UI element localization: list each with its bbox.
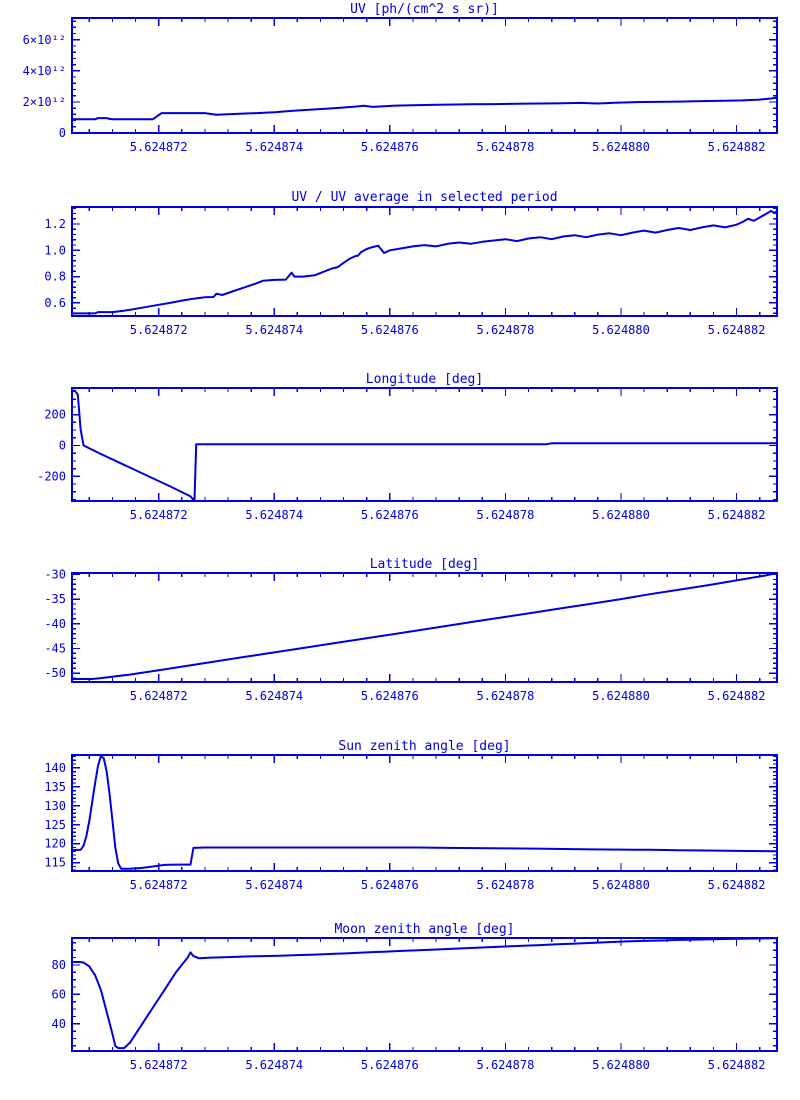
x-tick-label: 5.624874 xyxy=(245,323,303,337)
axis-ticks xyxy=(72,938,777,1051)
axis-ticks xyxy=(72,573,777,682)
x-tick-label: 5.624872 xyxy=(130,689,188,703)
y-tick-label: 115 xyxy=(44,856,66,870)
x-tick-label: 5.624880 xyxy=(592,508,650,522)
y-tick-label: -50 xyxy=(44,666,66,680)
axis-frame xyxy=(71,572,778,683)
axis-ticks xyxy=(72,388,777,501)
axis-frame xyxy=(71,17,778,134)
x-tick-label: 5.624878 xyxy=(477,508,535,522)
y-tick-label: 0.6 xyxy=(44,296,66,310)
axis-frame xyxy=(71,387,778,502)
x-tick-label: 5.624876 xyxy=(361,323,419,337)
x-tick-label: 5.624880 xyxy=(592,1058,650,1072)
y-tick-label: -40 xyxy=(44,617,66,631)
x-tick-label: 5.624876 xyxy=(361,140,419,154)
data-line xyxy=(72,572,778,680)
chart-title-moon-zenith-angle: Moon zenith angle [deg] xyxy=(334,922,515,937)
chart-latitude: 5.624872 5.624874 5.624876 5.624878 5.624880… xyxy=(44,567,778,703)
x-tick-label: 5.624872 xyxy=(130,140,188,154)
y-tick-label: 0.8 xyxy=(44,270,66,284)
y-tick-label: 2×10¹² xyxy=(23,95,66,109)
axis-frame xyxy=(71,206,778,317)
x-tick-label: 5.624878 xyxy=(477,1058,535,1072)
data-line xyxy=(72,96,778,121)
y-tick-label: 125 xyxy=(44,818,66,832)
y-tick-label: 60 xyxy=(52,987,66,1001)
y-tick-label: 40 xyxy=(52,1017,66,1031)
y-tick-label: 6×10¹² xyxy=(23,33,66,47)
y-tick-label: 4×10¹² xyxy=(23,64,66,78)
y-tick-label: 135 xyxy=(44,780,66,794)
y-tick-label: 200 xyxy=(44,408,66,422)
data-line xyxy=(71,754,778,870)
axis-frame xyxy=(71,937,778,1052)
y-tick-label: -30 xyxy=(44,567,66,581)
x-tick-label: 5.624882 xyxy=(708,689,766,703)
y-tick-label: 0 xyxy=(59,126,66,140)
x-tick-label: 5.624872 xyxy=(130,508,188,522)
x-tick-label: 5.624872 xyxy=(130,323,188,337)
x-tick-label: 5.624878 xyxy=(477,323,535,337)
data-line xyxy=(72,389,777,501)
chart-uv-ratio: 5.624872 5.624874 5.624876 5.624878 5.624880… xyxy=(44,206,778,337)
y-tick-label: 0 xyxy=(59,439,66,453)
x-tick-label: 5.624880 xyxy=(592,689,650,703)
x-tick-label: 5.624872 xyxy=(130,878,188,892)
chart-longitude: 5.624872 5.624874 5.624876 5.624878 5.624880… xyxy=(37,387,778,522)
x-tick-label: 5.624882 xyxy=(708,878,766,892)
x-tick-label: 5.624874 xyxy=(245,878,303,892)
chart-sun-zenith-angle: 5.624872 5.624874 5.624876 5.624878 5.624880… xyxy=(44,754,778,892)
x-tick-label: 5.624880 xyxy=(592,323,650,337)
y-tick-label: 130 xyxy=(44,799,66,813)
x-tick-label: 5.624874 xyxy=(245,689,303,703)
x-tick-label: 5.624882 xyxy=(708,140,766,154)
x-tick-label: 5.624876 xyxy=(361,508,419,522)
y-tick-label: 120 xyxy=(44,837,66,851)
x-tick-label: 5.624880 xyxy=(592,878,650,892)
axis-frame xyxy=(71,754,778,872)
axis-ticks xyxy=(72,18,777,134)
data-line xyxy=(72,209,778,315)
x-tick-label: 5.624876 xyxy=(361,878,419,892)
x-tick-label: 5.624878 xyxy=(477,140,535,154)
x-tick-label: 5.624882 xyxy=(708,323,766,337)
chart-title-longitude: Longitude [deg] xyxy=(365,372,484,387)
y-tick-label: -45 xyxy=(44,641,66,655)
y-tick-label: -200 xyxy=(37,469,66,483)
x-tick-label: 5.624878 xyxy=(477,689,535,703)
chart-uv: 5.624872 5.624874 5.624876 5.624878 5.624880… xyxy=(23,17,778,154)
data-line xyxy=(72,937,778,1050)
x-tick-label: 5.624880 xyxy=(592,140,650,154)
chart-moon-zenith-angle: 5.624872 5.624874 5.624876 5.624878 5.624880… xyxy=(52,937,778,1072)
x-tick-label: 5.624874 xyxy=(245,1058,303,1072)
x-tick-label: 5.624882 xyxy=(708,508,766,522)
x-tick-label: 5.624874 xyxy=(245,508,303,522)
axis-ticks xyxy=(72,207,777,316)
y-tick-label: 1.0 xyxy=(44,243,66,257)
chart-title-uv-ratio: UV / UV average in selected period xyxy=(291,190,558,205)
y-tick-label: 1.2 xyxy=(44,217,66,231)
x-tick-label: 5.624882 xyxy=(708,1058,766,1072)
chart-title-latitude: Latitude [deg] xyxy=(369,557,480,572)
x-tick-label: 5.624874 xyxy=(245,140,303,154)
x-tick-label: 5.624878 xyxy=(477,878,535,892)
x-tick-label: 5.624876 xyxy=(361,1058,419,1072)
chart-title-sun-zenith-angle: Sun zenith angle [deg] xyxy=(338,739,511,754)
x-tick-label: 5.624876 xyxy=(361,689,419,703)
chart-title-uv: UV [ph/(cm^2 s sr)] xyxy=(350,2,499,17)
y-tick-label: 140 xyxy=(44,761,66,775)
y-tick-label: 80 xyxy=(52,958,66,972)
y-tick-label: -35 xyxy=(44,592,66,606)
axis-ticks xyxy=(72,755,777,871)
x-tick-label: 5.624872 xyxy=(130,1058,188,1072)
